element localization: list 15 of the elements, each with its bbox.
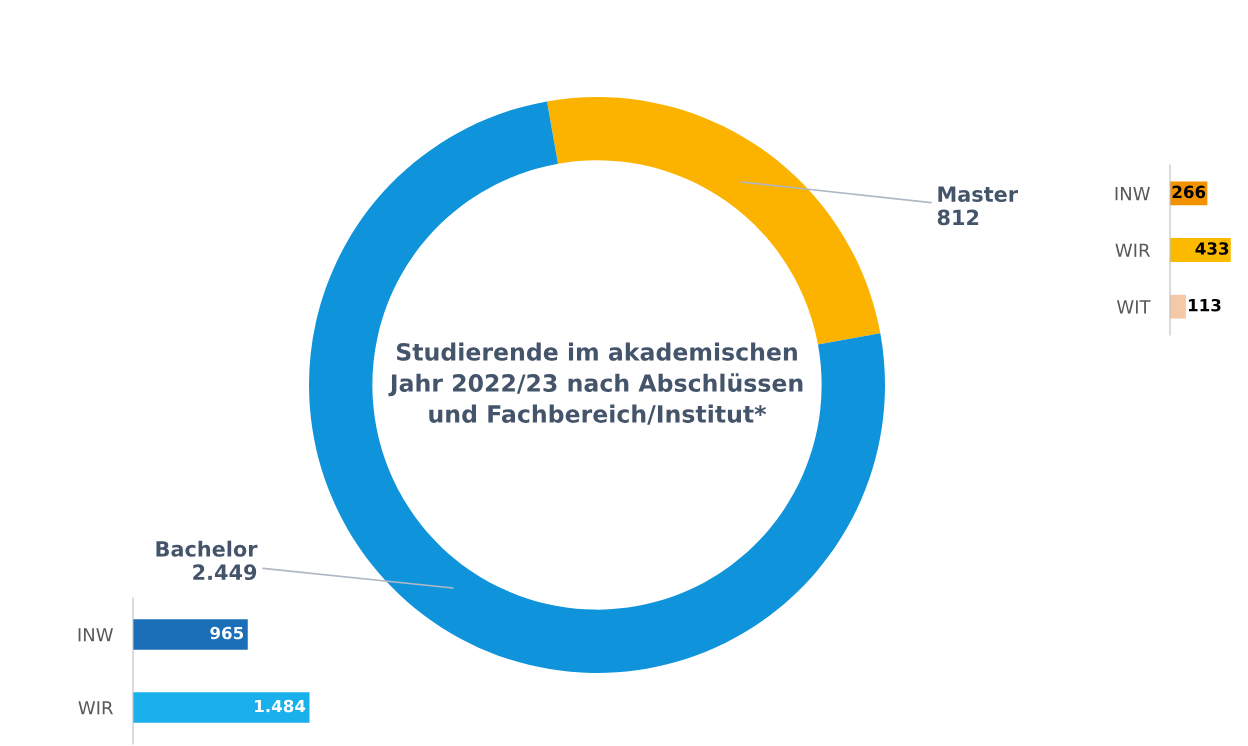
y-tick-label: WIR [1115, 243, 1151, 257]
text: Studierende im akademischen Jahr 2022/23 nach Abschlüssen und Fachbereich/Institut* [388, 342, 803, 425]
y-tick-label: INW [78, 628, 113, 642]
data-label: 113 [1188, 298, 1221, 312]
data-label: 433 [1195, 242, 1229, 255]
slice-label: Bachelor [156, 540, 258, 557]
data-label: 812 [937, 209, 979, 226]
y-tick-label: INW [1115, 187, 1150, 201]
data-label: 2.449 [193, 564, 257, 581]
data-label: 1.484 [255, 699, 306, 713]
y-tick-label: WIT [1116, 300, 1151, 314]
data-label: 266 [1172, 185, 1206, 199]
y-tick-label: WIR [78, 701, 114, 715]
slice-label: Master [938, 186, 1018, 202]
data-label: 965 [210, 626, 244, 640]
